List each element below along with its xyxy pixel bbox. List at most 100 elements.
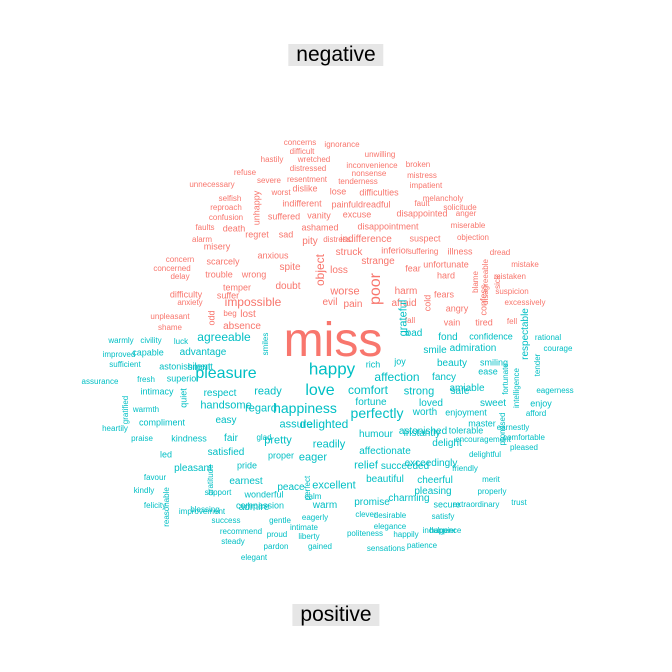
word-negative-miserable: miserable — [450, 221, 486, 230]
word-positive-admiration: admiration — [449, 343, 497, 354]
word-negative-alarm: alarm — [191, 235, 213, 244]
word-negative-excessively: excessively — [504, 298, 546, 307]
word-negative-wretched: wretched — [297, 155, 331, 164]
word-negative-suffering: suffering — [407, 247, 439, 256]
word-positive-joy: joy — [394, 356, 406, 367]
word-positive-improvement: improvement — [178, 507, 226, 516]
word-positive-elegant: elegant — [240, 553, 268, 562]
word-positive-secure: secure — [433, 499, 461, 510]
panel-label-negative: negative — [288, 44, 384, 66]
word-negative-disappointment: disappointment — [357, 221, 419, 232]
word-negative-objection: objection — [456, 233, 490, 242]
word-negative-lose: lose — [329, 186, 347, 197]
word-positive-elegance: elegance — [373, 522, 407, 531]
word-positive-worth: worth — [412, 407, 438, 418]
word-positive-pardon: pardon — [263, 542, 289, 551]
word-positive-excellent: excellent — [312, 479, 356, 492]
word-positive-rational: rational — [534, 333, 562, 342]
word-negative-fear: fear — [405, 263, 421, 274]
word-negative-fault: fault — [414, 199, 430, 208]
word-negative-strange: strange — [361, 256, 395, 267]
word-positive-strong: strong — [403, 385, 435, 398]
word-negative-unwilling: unwilling — [364, 150, 396, 159]
word-positive-eagerness: eagerness — [536, 386, 574, 395]
word-negative-hard: hard — [436, 270, 456, 281]
word-negative-inconvenience: inconvenience — [346, 161, 398, 170]
word-positive-earnestly: earnestly — [496, 423, 530, 432]
word-negative-worst: worst — [271, 188, 291, 197]
word-positive-smiling: smiling — [479, 357, 509, 368]
word-positive-delightful: delightful — [468, 450, 502, 459]
word-positive-astonished: astonished — [398, 426, 448, 437]
word-negative-pain: pain — [343, 299, 363, 310]
word-positive-kindly: kindly — [133, 486, 155, 495]
word-positive-enjoy: enjoy — [530, 398, 552, 409]
word-positive-sufficient: sufficient — [109, 360, 141, 369]
word-positive-warmth: warmth — [132, 405, 160, 414]
word-negative-illness: illness — [447, 246, 473, 257]
word-positive-happy: happy — [308, 359, 356, 379]
word-positive-kindness: kindness — [171, 433, 207, 444]
word-positive-earnest: earnest — [229, 476, 263, 487]
word-positive-liberty: liberty — [298, 532, 320, 541]
word-positive-gained: gained — [307, 542, 333, 551]
word-negative-resentment: resentment — [286, 175, 328, 184]
word-positive-delight: delight — [432, 438, 462, 449]
word-negative-vanity: vanity — [307, 210, 331, 221]
word-positive-peace: peace — [277, 482, 305, 493]
word-positive-relief: relief — [354, 459, 378, 472]
word-negative-temper: temper — [222, 282, 252, 293]
word-negative-difficulty: difficulty — [169, 289, 203, 300]
word-negative-regret: regret — [245, 229, 269, 240]
word-positive-fancy: fancy — [432, 372, 456, 383]
word-positive-silent: silent — [187, 362, 211, 373]
word-positive-admire: admire — [238, 502, 270, 513]
panel-label-positive: positive — [292, 604, 380, 626]
word-negative-worse: worse — [330, 285, 360, 298]
word-negative-anxious: anxious — [257, 250, 289, 261]
word-positive-friendly: friendly — [452, 464, 478, 473]
word-positive-readily: readily — [312, 438, 346, 451]
word-positive-pretty: pretty — [264, 434, 292, 447]
word-negative-scarcely: scarcely — [206, 256, 240, 267]
word-positive-encouragement: encouragement — [455, 435, 511, 444]
word-negative-painfuldreadful: painfuldreadful — [331, 199, 391, 210]
word-negative-odd: odd — [206, 310, 217, 326]
word-positive-handsome: handsome — [200, 399, 252, 412]
word-negative-suspicion: suspicion — [495, 287, 529, 296]
word-positive-happiness: happiness — [273, 400, 337, 416]
word-negative-severe: severe — [256, 176, 282, 185]
word-positive-love: love — [305, 382, 335, 399]
word-positive-quiet: quiet — [178, 388, 189, 408]
word-negative-fall: fall — [404, 316, 416, 325]
word-negative-indifferent: indifferent — [282, 198, 322, 209]
word-negative-difficult: difficult — [289, 147, 315, 156]
word-positive-blessing: blessing — [190, 505, 220, 514]
word-negative-loss: loss — [330, 265, 348, 276]
word-positive-clever: clever — [355, 510, 377, 519]
word-negative-suffered: suffered — [267, 211, 301, 222]
word-positive-master: master — [468, 418, 496, 429]
word-negative-distressed: distressed — [289, 164, 327, 173]
word-negative-ignorance: ignorance — [324, 140, 360, 149]
word-negative-solicitude: solicitude — [443, 203, 477, 212]
word-positive-wonderful: wonderful — [244, 489, 284, 500]
word-positive-astonishment: astonishment — [159, 361, 213, 372]
word-positive-satisfied: satisfied — [207, 447, 245, 458]
word-positive-affectionate: affectionate — [359, 446, 411, 457]
word-positive-humour: humour — [359, 429, 393, 440]
word-positive-sensations: sensations — [366, 544, 406, 553]
word-negative-confess: confess — [478, 284, 489, 316]
word-positive-pleasing: pleasing — [414, 486, 452, 497]
word-negative-selfish: selfish — [218, 194, 242, 203]
word-positive-afford: afford — [525, 409, 547, 418]
word-negative-sad: sad — [278, 229, 294, 240]
word-positive-confidence: confidence — [469, 331, 513, 342]
word-negative-evil: evil — [322, 297, 338, 308]
word-positive-promise: promise — [354, 497, 390, 508]
word-positive-tender: tender — [533, 353, 542, 377]
word-positive-proper: proper — [267, 450, 295, 461]
word-negative-faults: faults — [195, 223, 215, 232]
